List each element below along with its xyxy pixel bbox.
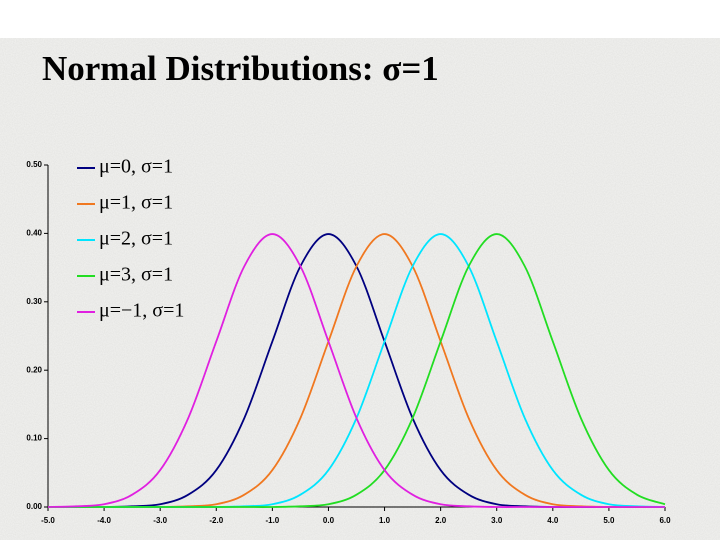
- x-tick-label: -1.0: [265, 516, 279, 525]
- x-tick-label: -4.0: [97, 516, 111, 525]
- x-tick-label: 1.0: [379, 516, 391, 525]
- y-tick-label: 0.20: [26, 365, 42, 374]
- legend-label: μ=−1, σ=1: [99, 300, 184, 322]
- x-tick-label: 4.0: [547, 516, 559, 525]
- line-series: [47, 233, 666, 508]
- legend-label: μ=2, σ=1: [99, 228, 173, 250]
- legend-label: μ=0, σ=1: [99, 156, 173, 178]
- x-tick-label: 5.0: [603, 516, 615, 525]
- line-series: [47, 233, 666, 508]
- x-tick-label: 6.0: [659, 516, 671, 525]
- y-tick-label: 0.30: [26, 297, 42, 306]
- chart-title: Normal Distributions: σ=1: [42, 49, 439, 88]
- x-tick-label: -2.0: [209, 516, 223, 525]
- y-tick-label: 0.40: [26, 229, 42, 238]
- y-tick-label: 0.50: [26, 160, 42, 169]
- y-tick-label: 0.10: [26, 434, 42, 443]
- top-band: [0, 0, 720, 38]
- x-tick-label: 2.0: [435, 516, 447, 525]
- legend-label: μ=3, σ=1: [99, 264, 173, 286]
- x-tick-label: 3.0: [491, 516, 503, 525]
- y-tick-label: 0.00: [26, 502, 42, 511]
- x-tick-label: -3.0: [153, 516, 167, 525]
- x-tick-label: 0.0: [323, 516, 335, 525]
- x-tick-label: -5.0: [41, 516, 55, 525]
- texture: [0, 38, 720, 540]
- legend-label: μ=1, σ=1: [99, 192, 173, 214]
